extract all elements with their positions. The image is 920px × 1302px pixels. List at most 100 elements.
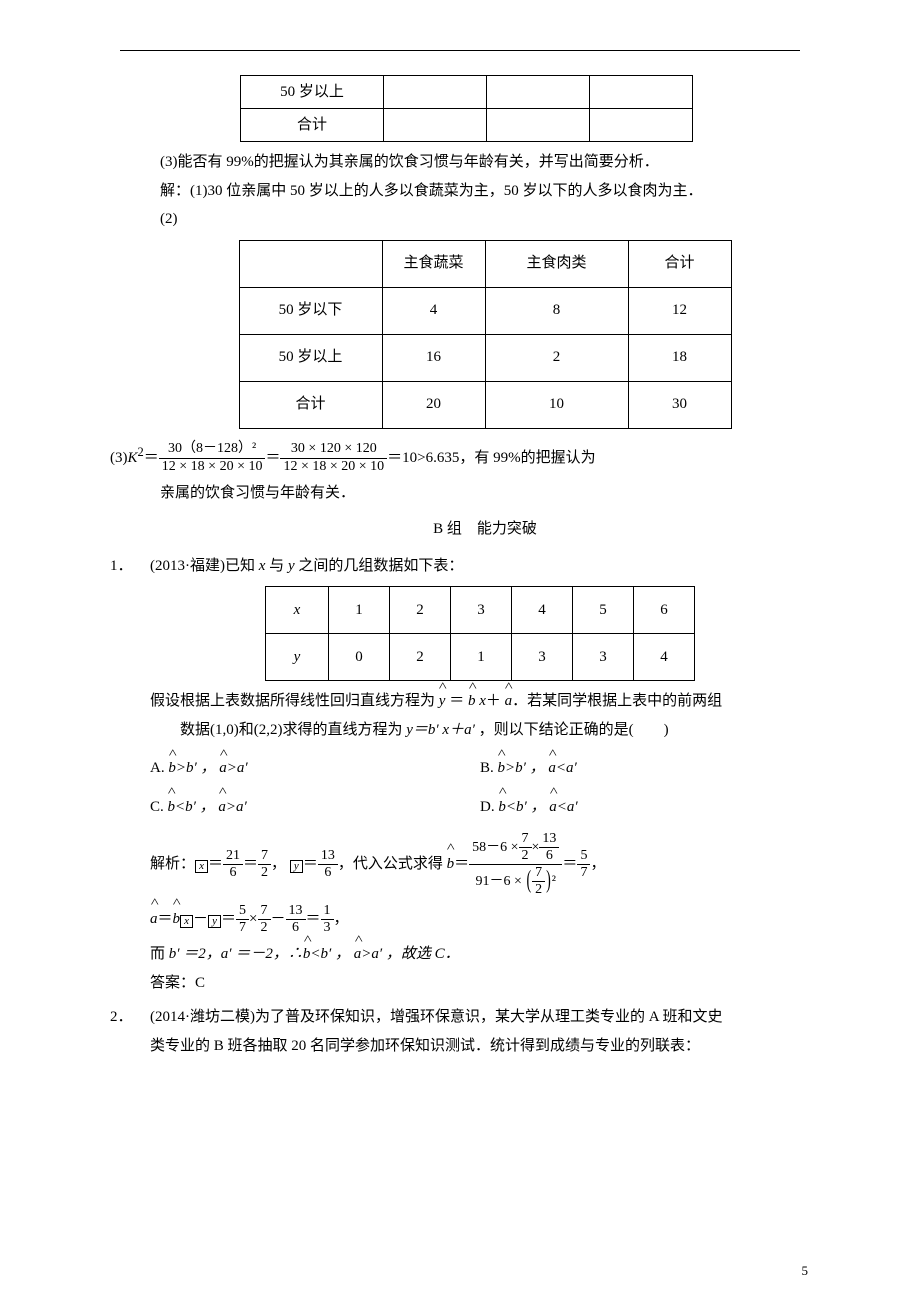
eq: ＝ [303,856,318,872]
den: 2 [258,864,271,881]
var-b-hat: b [168,793,176,822]
cell: 8 [485,287,628,334]
cell: 5 [573,587,634,634]
eq: ＝ [221,911,236,927]
cell: 主食蔬菜 [382,240,485,287]
xbar-box: x [195,860,208,873]
fraction: 72 [258,848,271,881]
prefix: (3) [110,450,128,466]
text: >b′ ， [176,760,219,776]
cell: 18 [628,334,731,381]
paren-left: ( [526,867,531,896]
cell: 4 [382,287,485,334]
table-row: x 1 2 3 4 5 6 [266,587,695,634]
cell [590,76,693,109]
cell: 30 [628,381,731,428]
var-a-hat: a [505,687,513,716]
cell: 2 [390,587,451,634]
var-a-hat: a [150,898,158,940]
paragraph: 假设根据上表数据所得线性回归直线方程为 y ＝ b x＋ a．若某同学根据上表中… [150,687,810,716]
eq: ＝ [306,911,321,927]
table-contingency: 主食蔬菜 主食肉类 合计 50 岁以下 4 8 12 50 岁以上 16 2 1… [239,240,732,429]
cell: 4 [512,587,573,634]
cell-label: 50 岁以上 [241,76,384,109]
ybar-box: y [208,915,221,928]
analysis-line1: 解析：x＝216＝72， y＝136，代入公式求得 b＝58－6 ×72×136… [150,831,810,898]
question-number: 2． [110,1003,150,1060]
var-a-hat: a [219,754,227,783]
num: 13 [539,831,559,847]
choice-d: D. b<b′ ， a<a′ [480,793,810,822]
cell: y [266,634,329,681]
text: 与 [265,558,288,574]
den: 2 [532,881,545,898]
solution-1: 解：(1)30 位亲属中 50 岁以上的人多以食蔬菜为主，50 岁以下的人多以食… [160,177,810,206]
fraction: 30 × 120 × 12012 × 18 × 20 × 10 [280,441,387,474]
num: 5 [236,903,249,919]
text: <b′ ， [175,799,218,815]
var-a-hat: a [548,754,556,783]
table-row: 50 岁以下 4 8 12 [239,287,731,334]
eq: ＝ [158,911,173,927]
text: >a′ ，故选 C． [361,946,459,962]
fraction: 136 [318,848,338,881]
page-number: 5 [802,1259,809,1284]
k-var: K [128,450,138,466]
k2-formula: (3)K2＝30（8－128）²12 × 18 × 20 × 10＝30 × 1… [110,435,810,479]
fraction: 30（8－128）²12 × 18 × 20 × 10 [159,441,266,474]
den: 2 [258,919,271,936]
num: 21 [223,848,243,864]
cell: 12 [628,287,731,334]
cell: 4 [634,634,695,681]
numerator: 30 × 120 × 120 [280,441,387,457]
fraction: 57 [236,903,249,936]
solution-2-label: (2) [160,205,810,234]
analysis-line2: a＝bx－y＝57×72－136＝13， [150,898,810,940]
cell: 2 [390,634,451,681]
question-body: (2014·潍坊二模)为了普及环保知识，增强环保意识，某大学从理工类专业的 A … [150,1003,810,1060]
num: 7 [258,903,271,919]
minus: － [271,911,286,927]
minus: － [193,911,208,927]
cell [384,76,487,109]
text: (2014·潍坊二模)为了普及环保知识，增强环保意识，某大学从理工类专业的 A … [150,1003,810,1032]
den: 2 [519,847,532,864]
choice-b: B. b>b′ ， a<a′ [480,754,810,783]
xbar-box: x [180,915,193,928]
answer: 答案：C [150,969,810,998]
text: 之间的几组数据如下表： [295,558,464,574]
cell-label: 合计 [241,109,384,142]
comma: ， [271,856,286,872]
eq: ＝ [144,450,159,466]
text: x [475,693,485,709]
tail: ， [590,856,605,872]
text: ．若某同学根据上表中的前两组 [512,693,722,709]
text: × [532,840,540,855]
num: 7 [258,848,271,864]
var-y-hat: y [439,687,446,716]
var-b-hat: b [173,898,181,940]
paragraph: 数据(1,0)和(2,2)求得的直线方程为 y＝b′ x＋a′ ，则以下结论正确… [150,716,810,745]
denominator: 12 × 18 × 20 × 10 [159,458,266,475]
var-y: y [288,558,295,574]
analysis-line3: 而 b′ ＝2，a′ ＝－2，∴b<b′ ， a>a′ ，故选 C． [150,940,810,969]
eq: ＝ [243,856,258,872]
label: 解析： [150,856,195,872]
fraction: 216 [223,848,243,881]
var-b-hat: b [168,754,176,783]
tail: ＝10>6.635，有 99%的把握认为 [387,450,595,466]
cell: 主食肉类 [485,240,628,287]
choices: A. b>b′ ， a>a′ B. b>b′ ， a<a′ C. b<b′ ， … [150,754,810,831]
question-1: 1． (2013·福建)已知 x 与 y 之间的几组数据如下表： x 1 2 3… [110,552,810,998]
den: 6 [539,847,559,864]
sq: ² [552,874,556,889]
choice-a: A. b>b′ ， a>a′ [150,754,480,783]
fraction: 136 [539,831,559,864]
text: C. [150,799,168,815]
text: 91－6 × [476,874,526,889]
cell: 6 [634,587,695,634]
fraction: 72 [258,903,271,936]
ybar-box: y [290,860,303,873]
fraction: 13 [321,903,334,936]
text: B. [480,760,498,776]
